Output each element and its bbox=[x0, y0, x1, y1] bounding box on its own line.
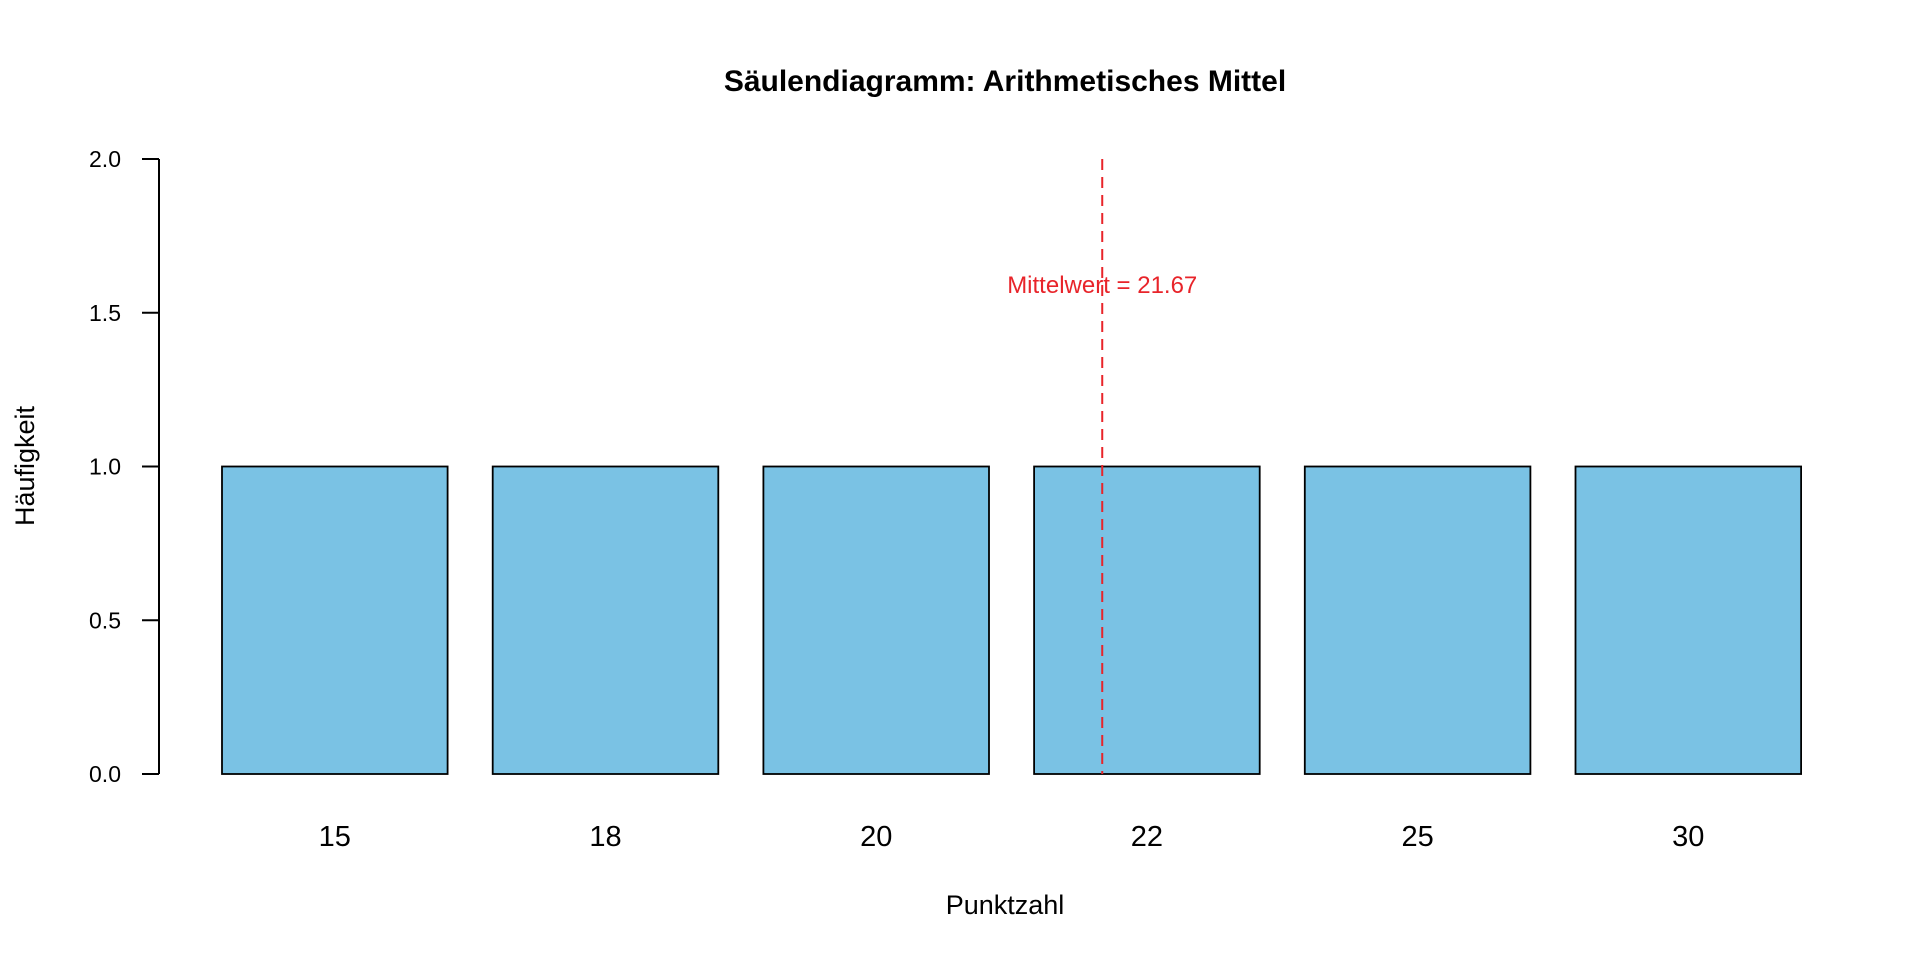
y-tick-label: 0.0 bbox=[89, 761, 121, 787]
x-axis-label: Punktzahl bbox=[946, 890, 1065, 920]
y-axis: 0.0 0.5 1.0 1.5 2.0 bbox=[89, 146, 160, 787]
x-tick-label: 15 bbox=[319, 821, 351, 853]
bar-18 bbox=[491, 465, 720, 775]
bar-20 bbox=[762, 465, 990, 775]
x-tick-label: 22 bbox=[1131, 821, 1163, 853]
chart-title: Säulendiagramm: Arithmetisches Mittel bbox=[724, 65, 1286, 98]
bars-group bbox=[221, 465, 1803, 775]
bar-15 bbox=[221, 465, 449, 775]
y-tick-label: 2.0 bbox=[89, 146, 121, 172]
x-tick-label: 25 bbox=[1401, 821, 1433, 853]
mean-label: Mittelwert = 21.67 bbox=[1007, 272, 1197, 299]
x-tick-label: 20 bbox=[860, 821, 892, 853]
y-tick-label: 1.5 bbox=[89, 300, 121, 326]
x-tick-label: 30 bbox=[1672, 821, 1704, 853]
bar-30 bbox=[1574, 465, 1803, 775]
bar-22 bbox=[1033, 465, 1261, 775]
y-tick-label: 0.5 bbox=[89, 607, 121, 633]
mean-annotation: Mittelwert = 21.67 bbox=[1007, 159, 1197, 774]
x-tick-labels: 15 18 20 22 25 30 bbox=[319, 821, 1705, 853]
x-tick-label: 18 bbox=[589, 821, 621, 853]
y-tick-label: 1.0 bbox=[89, 454, 121, 480]
bar-25 bbox=[1303, 465, 1532, 775]
y-axis-label: Häufigkeit bbox=[10, 405, 40, 526]
